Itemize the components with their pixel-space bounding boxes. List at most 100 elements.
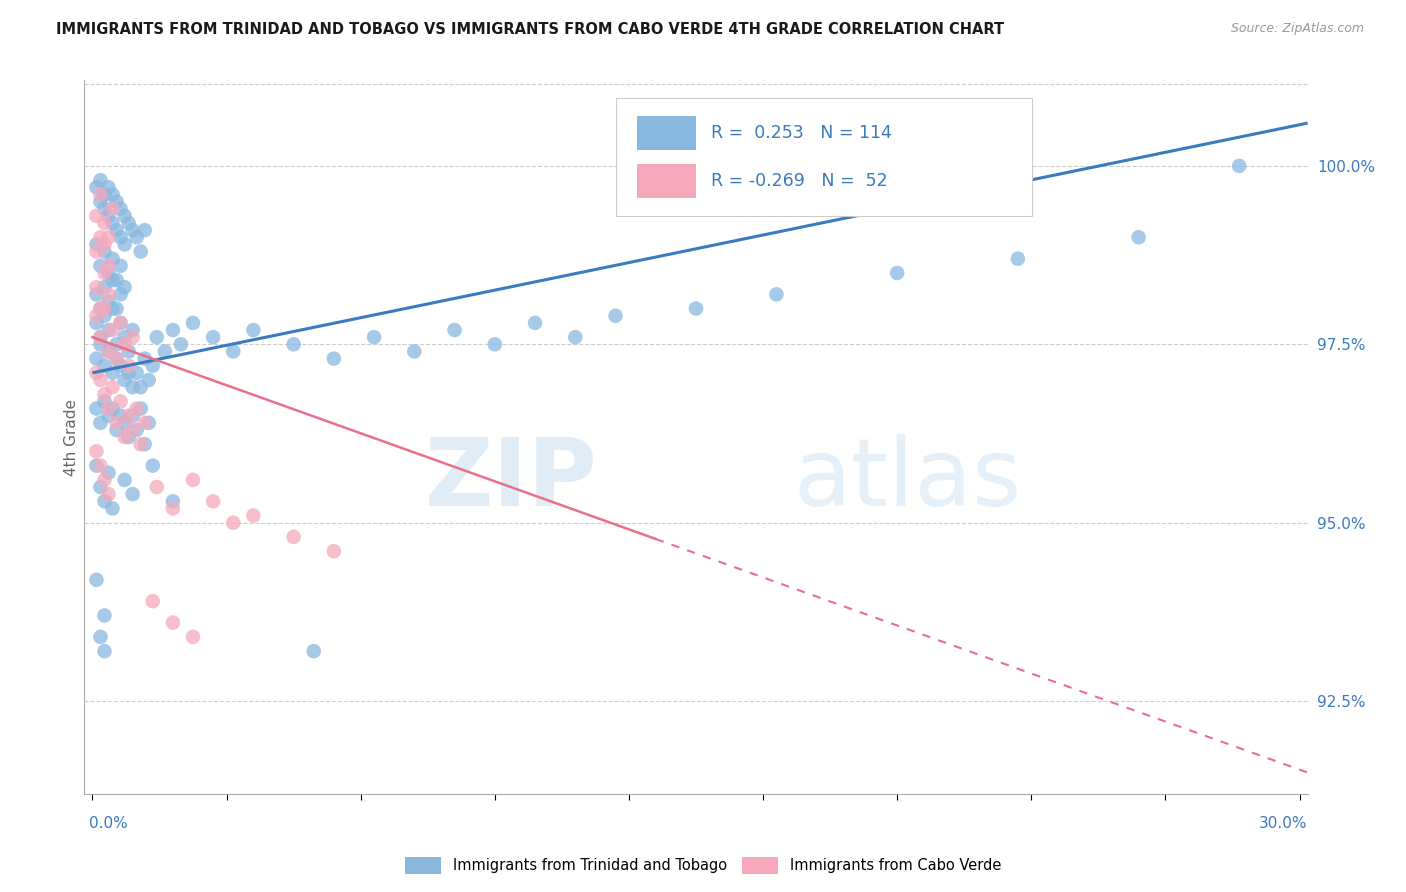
Point [93,359,115,373]
Point [89,230,111,244]
Point [93,202,115,216]
Point [121,330,143,344]
Point [86,180,108,194]
Text: atlas: atlas [794,434,1022,526]
Point [121,323,143,337]
Point [181,473,204,487]
Point [1007,252,1029,266]
Point [89,630,111,644]
Point [110,316,132,330]
Point [89,173,111,187]
Point [93,237,115,252]
Point [146,330,169,344]
Point [110,359,132,373]
Point [110,394,132,409]
Point [142,359,165,373]
Point [86,316,108,330]
Point [93,301,115,316]
Point [524,316,547,330]
Point [302,644,325,658]
Point [146,480,169,494]
Point [110,409,132,423]
Point [93,244,115,259]
Point [101,187,124,202]
Point [101,216,124,230]
Point [129,244,152,259]
Point [162,501,184,516]
Point [93,280,115,294]
Point [86,280,108,294]
Point [202,330,225,344]
Point [125,366,148,380]
Point [129,437,152,451]
Point [86,458,108,473]
Point [605,309,627,323]
Point [97,294,120,309]
Point [93,644,115,658]
Point [93,266,115,280]
Point [138,373,160,387]
Point [162,494,184,508]
Point [114,280,136,294]
Point [97,401,120,416]
Point [97,209,120,223]
Point [114,473,136,487]
Point [105,423,128,437]
Text: Source: ZipAtlas.com: Source: ZipAtlas.com [1230,22,1364,36]
Point [86,287,108,301]
Point [101,252,124,266]
Point [101,323,124,337]
Point [443,323,465,337]
Point [222,344,245,359]
Text: 0.0%: 0.0% [89,816,128,831]
Point [564,330,586,344]
Point [117,216,139,230]
Point [110,230,132,244]
Point [125,423,148,437]
Point [89,373,111,387]
Point [117,409,139,423]
Point [162,615,184,630]
Point [134,416,156,430]
Text: 30.0%: 30.0% [1260,816,1308,831]
Point [93,473,115,487]
Point [153,344,176,359]
Point [765,287,787,301]
Text: IMMIGRANTS FROM TRINIDAD AND TOBAGO VS IMMIGRANTS FROM CABO VERDE 4TH GRADE CORR: IMMIGRANTS FROM TRINIDAD AND TOBAGO VS I… [56,22,1004,37]
Text: R = -0.269   N =  52: R = -0.269 N = 52 [710,172,887,190]
Text: R =  0.253   N = 114: R = 0.253 N = 114 [710,124,891,142]
Point [134,437,156,451]
Point [114,337,136,351]
Point [114,416,136,430]
Point [222,516,245,530]
Point [181,316,204,330]
Point [1227,159,1250,173]
FancyBboxPatch shape [637,116,696,150]
Point [110,259,132,273]
Point [129,401,152,416]
Point [97,230,120,244]
Point [93,494,115,508]
Point [93,187,115,202]
Point [89,187,111,202]
Point [110,287,132,301]
Point [121,380,143,394]
Point [101,301,124,316]
Point [685,301,707,316]
Point [117,366,139,380]
Point [202,494,225,508]
Point [86,244,108,259]
Point [89,416,111,430]
Point [181,630,204,644]
Point [138,416,160,430]
Point [114,237,136,252]
Point [114,209,136,223]
Point [134,351,156,366]
Point [89,301,111,316]
Point [97,266,120,280]
Point [97,409,120,423]
Point [105,416,128,430]
Point [86,366,108,380]
Point [105,351,128,366]
Point [242,323,264,337]
